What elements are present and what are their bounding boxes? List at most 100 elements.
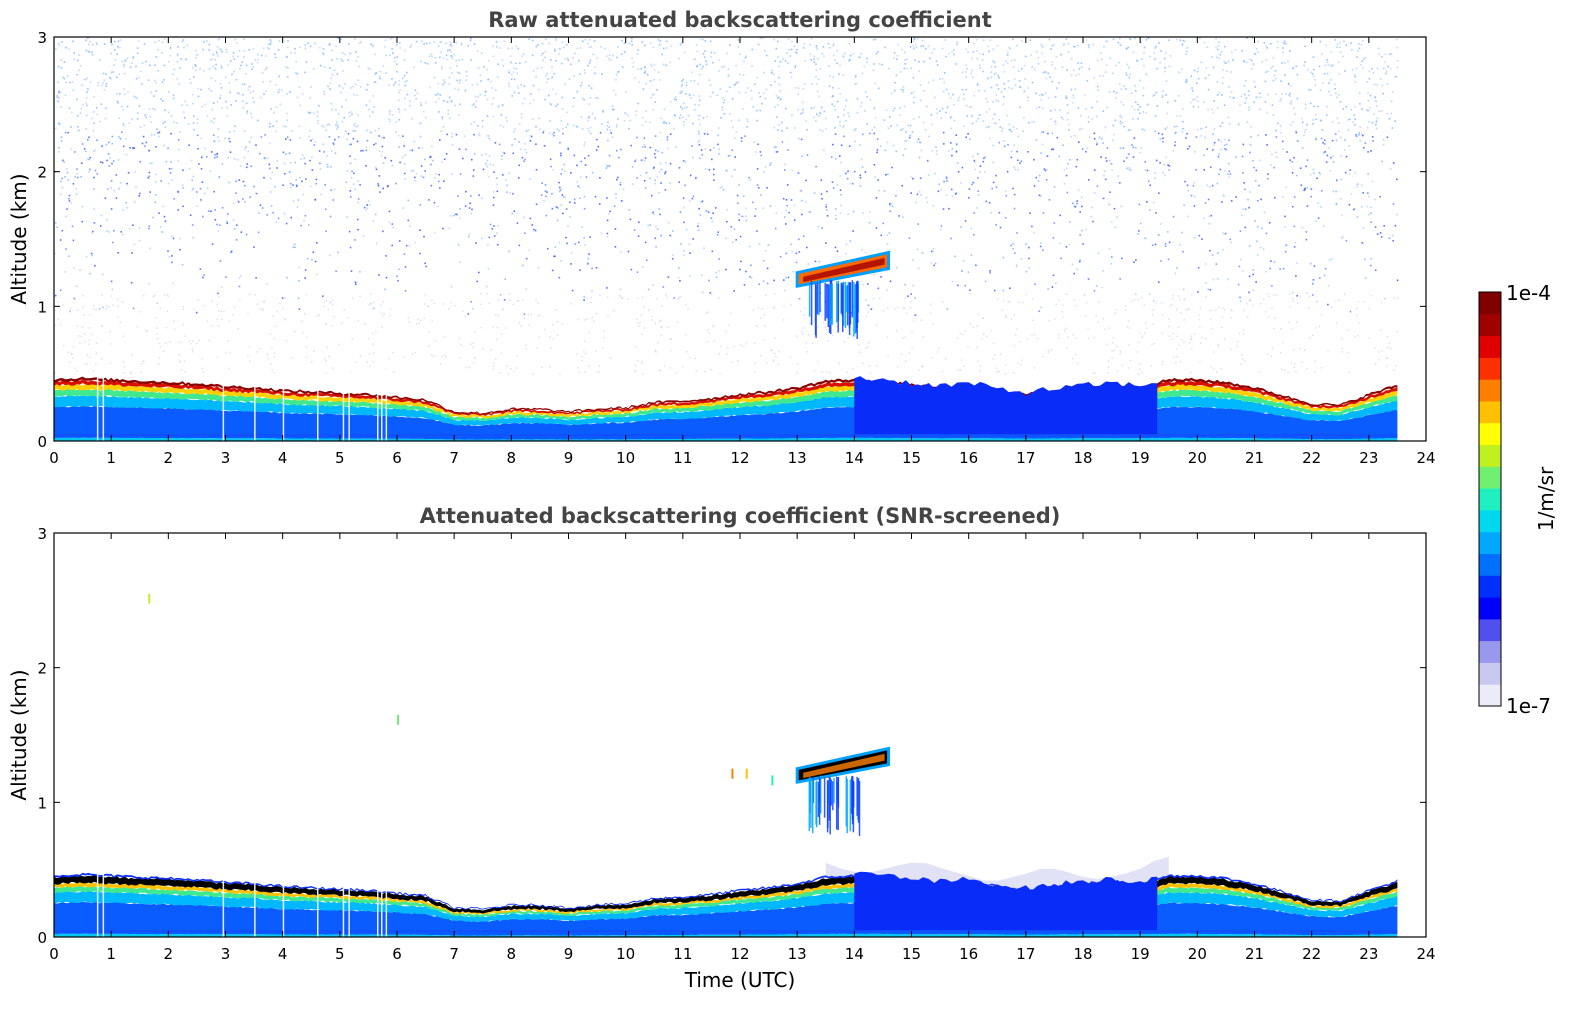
- data-gap: [342, 862, 345, 937]
- x-tick-label: 11: [673, 945, 692, 963]
- colorbar-step: [1479, 335, 1501, 358]
- data-gap: [381, 366, 383, 441]
- x-tick-label: 20: [1188, 945, 1207, 963]
- x-tick-label: 5: [335, 449, 345, 467]
- x-tick-label: 6: [392, 945, 402, 963]
- boundary-layer-band-4: [54, 383, 1398, 419]
- data-gap: [282, 862, 285, 937]
- x-tick-label: 18: [1073, 449, 1092, 467]
- x-tick-label: 12: [730, 449, 749, 467]
- x-tick-label: 13: [788, 945, 807, 963]
- x-tick-label: 9: [564, 945, 574, 963]
- colorbar-step: [1479, 684, 1501, 707]
- panel-screened-x-ticks: 0 1 2 3 4 5 6 7 8 9 10 11 12 13 14 15 16 17 18 19 20 21 22 23 24: [49, 533, 1436, 963]
- colorbar-step: [1479, 379, 1501, 402]
- x-tick-label: 4: [278, 945, 288, 963]
- x-tick-label: 20: [1188, 449, 1207, 467]
- x-tick-label: 4: [278, 449, 288, 467]
- x-tick-label: 21: [1245, 945, 1264, 963]
- panel-raw: Raw attenuated backscattering coefficien…: [7, 8, 1436, 467]
- colorbar-step: [1479, 640, 1501, 663]
- x-tick-label: 7: [449, 449, 459, 467]
- x-tick-label: 5: [335, 945, 345, 963]
- boundary-layer-band-6: [54, 376, 1398, 415]
- data-gap: [342, 366, 345, 441]
- colorbar-frame: [1478, 291, 1502, 707]
- colorbar-step: [1479, 575, 1501, 598]
- panel-screened-y-ticks: 0 1 2 3: [37, 525, 1426, 947]
- convective-region: [854, 871, 1158, 931]
- isolated-echo: [731, 768, 734, 779]
- panel-screened-title: Attenuated backscattering coefficient (S…: [420, 504, 1061, 528]
- data-gap: [282, 366, 285, 441]
- data-gap: [385, 862, 388, 937]
- data-gap: [385, 366, 388, 441]
- data-gap: [96, 862, 99, 937]
- x-tick-label: 16: [959, 449, 978, 467]
- x-tick-label: 3: [221, 945, 231, 963]
- x-tick-label: 24: [1416, 945, 1435, 963]
- y-tick-label: 2: [37, 660, 47, 678]
- isolated-echo: [397, 714, 399, 725]
- colorbar-step: [1479, 292, 1501, 315]
- colorbar-step: [1479, 422, 1501, 445]
- data-gap: [317, 862, 319, 937]
- panel-screened: Attenuated backscattering coefficient (S…: [7, 504, 1436, 992]
- x-tick-label: 9: [564, 449, 574, 467]
- x-tick-label: 10: [616, 449, 635, 467]
- colorbar-step: [1479, 400, 1501, 424]
- colorbar-max-label: 1e-4: [1506, 281, 1551, 305]
- panel-raw-title: Raw attenuated backscattering coefficien…: [488, 8, 992, 32]
- data-gap: [377, 862, 379, 937]
- boundary-layer-band-3: [54, 388, 1398, 422]
- data-gap: [381, 862, 383, 937]
- x-tick-label: 17: [1016, 449, 1035, 467]
- panel-raw-frame: [53, 36, 1427, 442]
- colorbar-step: [1479, 509, 1501, 533]
- panel-screened-heatmap: [54, 593, 1398, 937]
- panel-raw-y-ticks: 0 1 2 3: [37, 29, 1426, 451]
- x-tick-label: 8: [507, 449, 517, 467]
- x-tick-label: 22: [1302, 449, 1321, 467]
- y-tick-label: 0: [37, 433, 47, 451]
- data-gap: [348, 366, 350, 441]
- data-gap: [348, 862, 350, 937]
- x-tick-label: 16: [959, 945, 978, 963]
- x-tick-label: 15: [902, 449, 921, 467]
- y-tick-label: 3: [37, 29, 47, 47]
- x-tick-label: 11: [673, 449, 692, 467]
- ground-echo: [54, 434, 1398, 437]
- x-tick-label: 2: [164, 449, 174, 467]
- y-tick-label: 2: [37, 164, 47, 182]
- convective-region: [854, 376, 1158, 435]
- data-gap: [102, 862, 105, 937]
- boundary-layer-band-5: [54, 874, 1398, 914]
- x-tick-label: 14: [845, 945, 864, 963]
- x-tick-label: 22: [1302, 945, 1321, 963]
- x-tick-label: 19: [1131, 945, 1150, 963]
- x-tick-label: 23: [1359, 449, 1378, 467]
- noise-speckle: [54, 37, 1399, 375]
- boundary-layer-band-0: [54, 437, 1398, 441]
- x-tick-label: 24: [1416, 449, 1435, 467]
- ground-echo: [54, 930, 1398, 933]
- data-gap: [254, 862, 256, 937]
- x-tick-label: 10: [616, 945, 635, 963]
- colorbar-units-label: 1/m/sr: [1534, 466, 1558, 531]
- panel-raw-heatmap: [54, 37, 1399, 441]
- colorbar: 1e-4 1e-7 1/m/sr: [1478, 281, 1558, 718]
- x-tick-label: 0: [49, 945, 59, 963]
- panel-raw-ylabel: Altitude (km): [7, 173, 31, 304]
- x-tick-label: 19: [1131, 449, 1150, 467]
- isolated-echo: [745, 768, 748, 779]
- data-gap: [102, 366, 105, 441]
- x-tick-label: 12: [730, 945, 749, 963]
- x-tick-label: 17: [1016, 945, 1035, 963]
- x-tick-label: 15: [902, 945, 921, 963]
- colorbar-step: [1479, 357, 1501, 380]
- x-tick-label: 8: [507, 945, 517, 963]
- x-tick-label: 2: [164, 945, 174, 963]
- boundary-layer-band-2: [54, 890, 1398, 922]
- panel-screened-xlabel: Time (UTC): [684, 968, 796, 992]
